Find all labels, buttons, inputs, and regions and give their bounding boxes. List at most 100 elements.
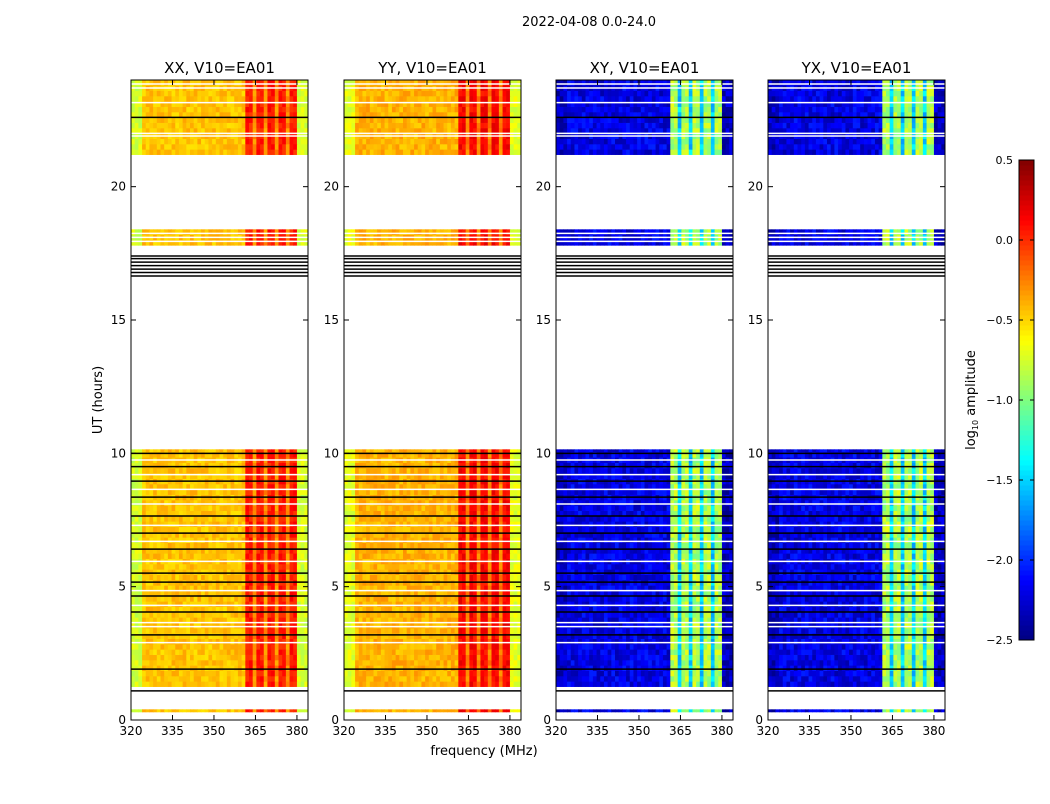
heatmap-cell [245,649,249,655]
heatmap-cell [275,709,279,712]
heatmap-cell [499,628,503,634]
heatmap-cell [231,80,235,86]
heatmap-cell [455,676,459,682]
heatmap-cell [205,569,209,575]
heatmap-cell [190,144,194,150]
heatmap-cell [359,564,363,570]
heatmap-cell [374,709,378,712]
heatmap-cell [282,516,286,522]
heatmap-cell [469,521,473,527]
heatmap-cell [275,612,279,618]
heatmap-cell [503,655,507,661]
heatmap-cell [429,676,433,682]
heatmap-cell [249,671,253,677]
heatmap-cell [282,671,286,677]
heatmap-cell [197,628,201,634]
heatmap-cell [293,623,297,629]
heatmap-cell [451,681,455,687]
heatmap-cell [231,516,235,522]
heatmap-cell [410,655,414,661]
heatmap-cell [208,639,212,645]
heatmap-cell [190,468,194,474]
heatmap-cell [227,468,231,474]
heatmap-cell [503,644,507,650]
heatmap-cell [157,649,161,655]
heatmap-cell [418,500,422,506]
heatmap-cell [223,575,227,581]
heatmap-cell [421,553,425,559]
heatmap-cell [381,623,385,629]
heatmap-cell [388,537,392,543]
heatmap-cell [466,681,470,687]
heatmap-cell [436,564,440,570]
heatmap-cell [172,543,176,549]
heatmap-cell [392,516,396,522]
heatmap-cell [271,681,275,687]
heatmap-cell [253,521,257,527]
heatmap-cell [190,91,194,97]
heatmap-cell [297,612,301,618]
heatmap-cell [186,575,190,581]
heatmap-cell [506,569,510,575]
heatmap-cell [194,628,198,634]
heatmap-cell [205,229,209,235]
heatmap-cell [374,489,378,495]
heatmap-cell [366,709,370,712]
heatmap-cell [407,596,411,602]
heatmap-cell [271,91,275,97]
heatmap-cell [455,649,459,655]
heatmap-cell [484,489,488,495]
heatmap-cell [201,649,205,655]
heatmap-cell [344,660,348,666]
heatmap-cell [238,612,242,618]
heatmap-cell [157,564,161,570]
heatmap-cell [271,96,275,102]
heatmap-cell [164,623,168,629]
heatmap-cell [396,633,400,639]
heatmap-cell [212,649,216,655]
heatmap-cell [220,500,224,506]
heatmap-cell [455,537,459,543]
heatmap-cell [186,553,190,559]
heatmap-cell [168,671,172,677]
heatmap-cell [190,660,194,666]
heatmap-cell [220,468,224,474]
heatmap-cell [220,676,224,682]
heatmap-cell [451,633,455,639]
heatmap-cell [164,681,168,687]
heatmap-cell [495,596,499,602]
heatmap-cell [238,575,242,581]
heatmap-cell [131,709,135,712]
heatmap-cell [499,537,503,543]
heatmap-cell [480,575,484,581]
heatmap-cell [253,149,257,155]
heatmap-cell [392,681,396,687]
heatmap-cell [242,117,246,123]
heatmap-cell [279,543,283,549]
heatmap-cell [138,144,142,150]
heatmap-cell [249,489,253,495]
heatmap-cell [480,569,484,575]
heatmap-cell [359,633,363,639]
heatmap-cell [444,553,448,559]
heatmap-cell [175,139,179,145]
heatmap-cell [425,521,429,527]
heatmap-cell [293,628,297,634]
heatmap-cell [175,149,179,155]
heatmap-cell [399,655,403,661]
heatmap-cell [260,681,264,687]
heatmap-cell [355,655,359,661]
heatmap-cell [495,633,499,639]
heatmap-cell [440,575,444,581]
heatmap-cell [197,601,201,607]
heatmap-cell [466,505,470,511]
heatmap-cell [385,489,389,495]
heatmap-cell [238,107,242,113]
heatmap-cell [175,123,179,129]
heatmap-cell [492,655,496,661]
heatmap-cell [135,628,139,634]
heatmap-cell [440,601,444,607]
heatmap-cell [179,144,183,150]
heatmap-cell [366,665,370,671]
